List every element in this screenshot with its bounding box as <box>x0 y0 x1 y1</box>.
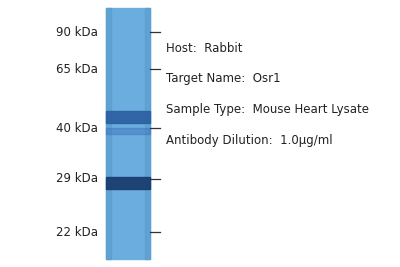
Text: 22 kDa: 22 kDa <box>56 226 98 239</box>
Text: Antibody Dilution:  1.0μg/ml: Antibody Dilution: 1.0μg/ml <box>166 134 333 147</box>
Bar <box>106 128 150 134</box>
Bar <box>106 111 150 123</box>
Bar <box>106 177 150 189</box>
Bar <box>106 8 150 259</box>
Text: 29 kDa: 29 kDa <box>56 172 98 185</box>
Bar <box>145 8 150 259</box>
Text: 40 kDa: 40 kDa <box>56 122 98 135</box>
Text: 90 kDa: 90 kDa <box>56 26 98 38</box>
Bar <box>106 8 111 259</box>
Text: 65 kDa: 65 kDa <box>56 63 98 76</box>
Text: Host:  Rabbit: Host: Rabbit <box>166 42 242 54</box>
Text: Sample Type:  Mouse Heart Lysate: Sample Type: Mouse Heart Lysate <box>166 103 369 116</box>
Text: Target Name:  Osr1: Target Name: Osr1 <box>166 72 281 85</box>
